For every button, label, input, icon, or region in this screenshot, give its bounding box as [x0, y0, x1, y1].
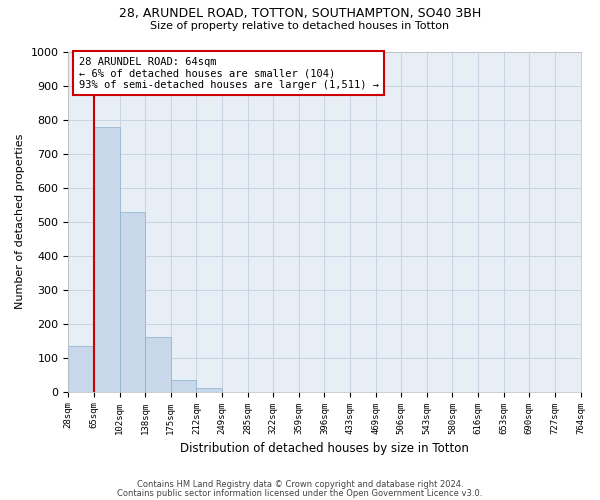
- Text: 28 ARUNDEL ROAD: 64sqm
← 6% of detached houses are smaller (104)
93% of semi-det: 28 ARUNDEL ROAD: 64sqm ← 6% of detached …: [79, 56, 379, 90]
- Bar: [68, 346, 94, 392]
- Bar: [171, 380, 196, 392]
- Bar: [196, 388, 222, 392]
- Y-axis label: Number of detached properties: Number of detached properties: [15, 134, 25, 310]
- Text: Size of property relative to detached houses in Totton: Size of property relative to detached ho…: [151, 21, 449, 31]
- X-axis label: Distribution of detached houses by size in Totton: Distribution of detached houses by size …: [180, 442, 469, 455]
- Text: Contains public sector information licensed under the Open Government Licence v3: Contains public sector information licen…: [118, 488, 482, 498]
- Bar: [145, 338, 171, 392]
- Text: 28, ARUNDEL ROAD, TOTTON, SOUTHAMPTON, SO40 3BH: 28, ARUNDEL ROAD, TOTTON, SOUTHAMPTON, S…: [119, 8, 481, 20]
- Bar: [119, 212, 145, 392]
- Bar: [94, 127, 119, 392]
- Text: Contains HM Land Registry data © Crown copyright and database right 2024.: Contains HM Land Registry data © Crown c…: [137, 480, 463, 489]
